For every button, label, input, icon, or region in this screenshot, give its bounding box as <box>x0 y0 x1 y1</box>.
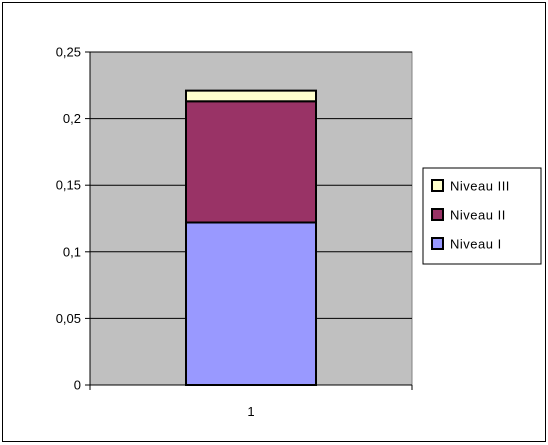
y-axis: 0 0,05 0,1 0,15 0,2 0,25 <box>56 45 91 393</box>
x-tick-label: 1 <box>247 404 254 419</box>
legend-label-niveau-i: Niveau I <box>450 237 502 252</box>
legend: Niveau III Niveau II Niveau I <box>422 167 542 265</box>
bar-segment-niveau-i <box>185 221 317 386</box>
bar-segment-niveau-ii <box>185 100 317 224</box>
legend-swatch-niveau-i <box>431 237 444 250</box>
y-tick-label: 0,15 <box>56 178 81 193</box>
y-tick-label: 0,1 <box>63 244 81 259</box>
y-tick-label: 0,25 <box>56 45 81 60</box>
legend-label-niveau-iii: Niveau III <box>450 179 510 194</box>
legend-swatch-niveau-ii <box>431 208 444 221</box>
bar-segment-niveau-iii <box>185 89 317 103</box>
legend-label-niveau-ii: Niveau II <box>450 208 506 223</box>
x-axis: 1 <box>89 384 413 419</box>
bar-segments <box>185 89 317 386</box>
y-tick-label: 0,05 <box>56 311 81 326</box>
y-tick-label: 0 <box>74 378 81 393</box>
legend-swatch-niveau-iii <box>431 179 444 192</box>
y-tick-label: 0,2 <box>63 111 81 126</box>
